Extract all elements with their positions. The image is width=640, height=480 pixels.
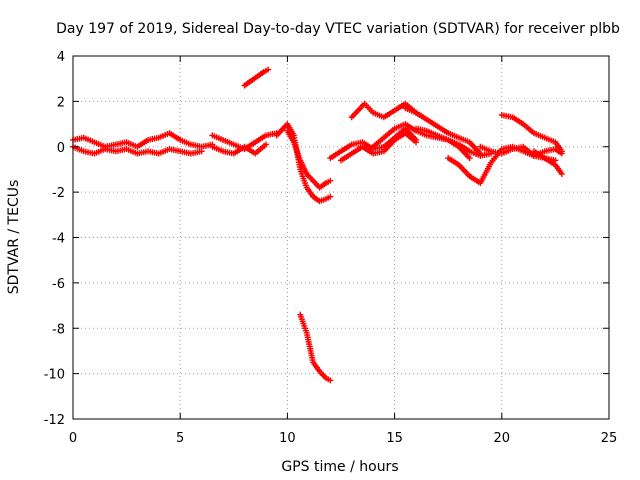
grid (73, 56, 609, 419)
x-tick-label: 5 (176, 431, 184, 446)
series-arc-4 (209, 141, 269, 157)
y-axis-label: SDTVAR / TECUs (6, 180, 22, 295)
series-arc-7 (284, 127, 334, 191)
x-tick-label: 25 (601, 431, 618, 446)
data-point (413, 139, 420, 146)
y-tick-label: 4 (57, 50, 65, 65)
y-tick-label: -10 (44, 368, 65, 383)
y-tick-label: -8 (52, 322, 65, 337)
y-tick-label: -12 (44, 413, 65, 428)
series-arc-17 (498, 111, 565, 155)
chart-title: Day 197 of 2019, Sidereal Day-to-day VTE… (56, 21, 620, 37)
series-arc-5 (241, 66, 272, 89)
data-point (198, 148, 205, 155)
y-tick-label: -4 (52, 232, 65, 247)
x-tick-label: 0 (69, 431, 77, 446)
x-axis-label: GPS time / hours (281, 459, 398, 475)
data-point (262, 141, 269, 148)
y-tick-label: 2 (57, 95, 65, 110)
data-point (466, 155, 473, 162)
y-tick-label: 0 (57, 141, 65, 156)
y-tick-label: -6 (52, 277, 65, 292)
data-point (327, 377, 334, 384)
data-point (327, 193, 334, 200)
series-arc-10 (338, 130, 420, 164)
ticks: 0 5 10 15 20 25 -12 -10 -8 -6 -4 -2 0 2 4 (44, 50, 618, 446)
x-tick-label: 15 (386, 431, 403, 446)
series-arc-8 (297, 311, 334, 384)
x-tick-label: 10 (279, 431, 296, 446)
data-point (558, 148, 565, 155)
series-arc-1 (70, 130, 216, 150)
data-point (327, 177, 334, 184)
y-tick-label: -2 (52, 186, 65, 201)
x-tick-label: 20 (494, 431, 511, 446)
data-point (558, 170, 565, 177)
series-arc-14 (413, 125, 495, 159)
data-layer (70, 66, 565, 384)
series-arc-18 (530, 148, 565, 177)
data-point (265, 66, 272, 73)
